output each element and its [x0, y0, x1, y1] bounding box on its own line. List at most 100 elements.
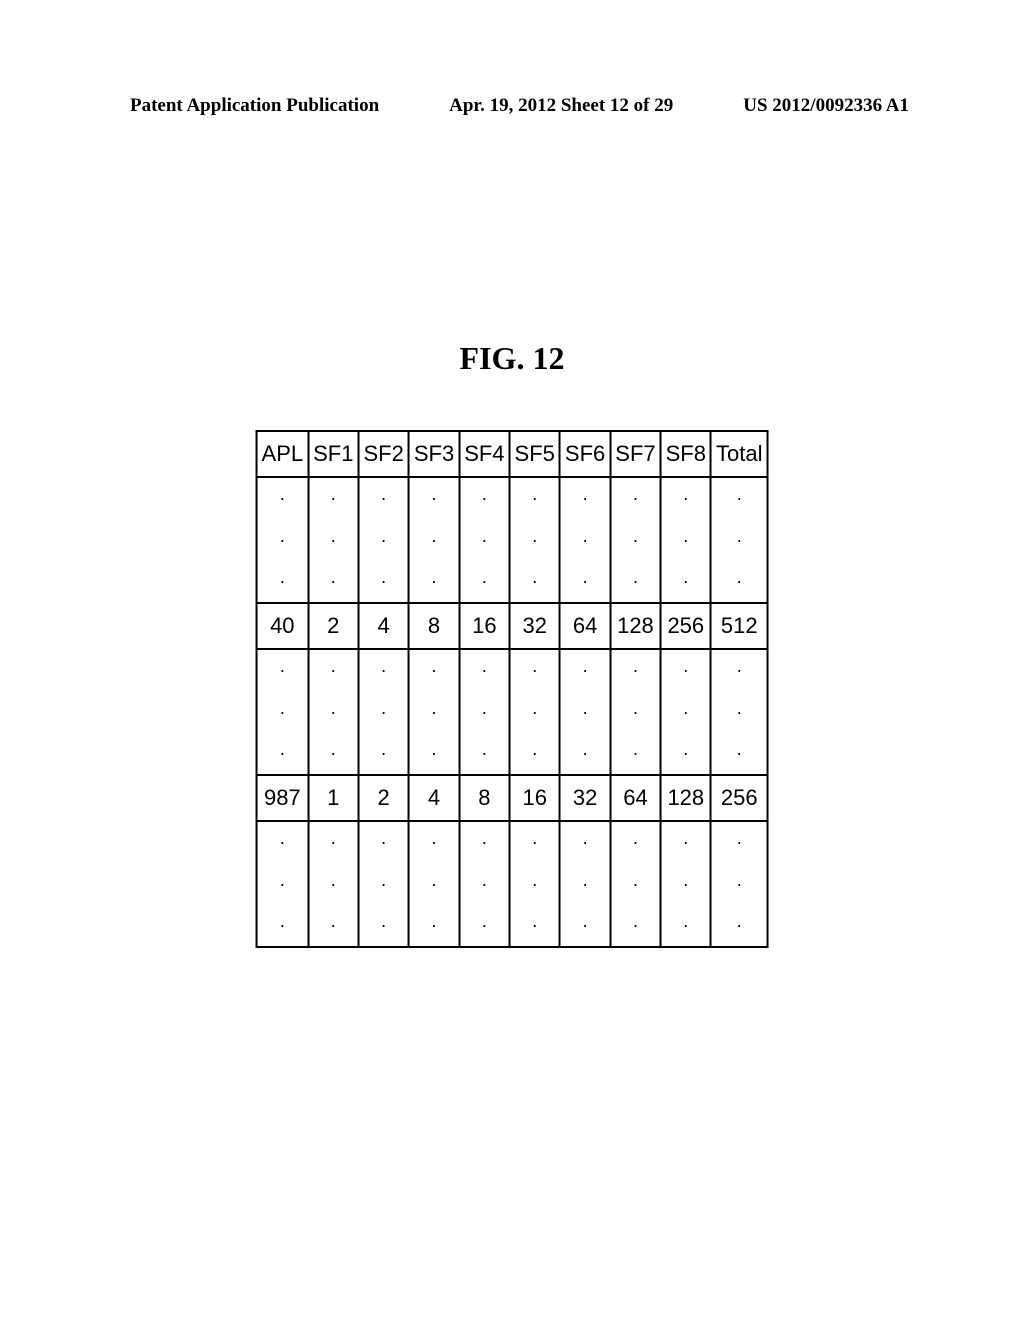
dot-cell: ·	[560, 821, 610, 863]
dot-cell: ·	[358, 691, 408, 733]
dot-cell: ·	[711, 905, 767, 947]
table-dot-row: ··········	[257, 863, 768, 905]
data-cell: 128	[610, 603, 660, 649]
table-dot-row: ··········	[257, 905, 768, 947]
data-cell: 2	[358, 775, 408, 821]
dot-cell: ·	[510, 519, 560, 561]
dot-cell: ·	[308, 519, 358, 561]
dot-cell: ·	[510, 863, 560, 905]
dot-cell: ·	[610, 561, 660, 603]
dot-cell: ·	[610, 519, 660, 561]
table-dot-row: ··········	[257, 519, 768, 561]
dot-cell: ·	[308, 649, 358, 691]
data-cell: 16	[459, 603, 509, 649]
dot-cell: ·	[510, 477, 560, 519]
dot-cell: ·	[560, 691, 610, 733]
data-cell: 4	[358, 603, 408, 649]
header-left: Patent Application Publication	[130, 95, 379, 117]
col-header-sf3: SF3	[409, 431, 459, 477]
dot-cell: ·	[459, 477, 509, 519]
dot-cell: ·	[711, 477, 767, 519]
dot-cell: ·	[409, 905, 459, 947]
dot-cell: ·	[711, 519, 767, 561]
data-cell: 16	[510, 775, 560, 821]
data-cell: 256	[711, 775, 767, 821]
dot-cell: ·	[308, 733, 358, 775]
data-cell: 987	[257, 775, 309, 821]
table-dot-row: ··········	[257, 561, 768, 603]
dot-cell: ·	[409, 519, 459, 561]
table-data-row: 9871248163264128256	[257, 775, 768, 821]
dot-cell: ·	[510, 821, 560, 863]
dot-cell: ·	[610, 691, 660, 733]
data-cell: 64	[560, 603, 610, 649]
dot-cell: ·	[257, 821, 309, 863]
data-cell: 40	[257, 603, 309, 649]
data-cell: 8	[409, 603, 459, 649]
dot-cell: ·	[409, 477, 459, 519]
dot-cell: ·	[409, 649, 459, 691]
dot-cell: ·	[257, 649, 309, 691]
table-dot-row: ··········	[257, 733, 768, 775]
dot-cell: ·	[711, 733, 767, 775]
table-header-row: APL SF1 SF2 SF3 SF4 SF5 SF6 SF7 SF8 Tota…	[257, 431, 768, 477]
dot-cell: ·	[510, 905, 560, 947]
table-dot-row: ··········	[257, 477, 768, 519]
col-header-sf5: SF5	[510, 431, 560, 477]
dot-cell: ·	[711, 561, 767, 603]
dot-cell: ·	[459, 863, 509, 905]
col-header-sf6: SF6	[560, 431, 610, 477]
dot-cell: ·	[459, 519, 509, 561]
dot-cell: ·	[610, 649, 660, 691]
dot-cell: ·	[459, 905, 509, 947]
dot-cell: ·	[257, 905, 309, 947]
dot-cell: ·	[560, 561, 610, 603]
dot-cell: ·	[308, 477, 358, 519]
data-cell: 1	[308, 775, 358, 821]
table-dot-row: ··········	[257, 821, 768, 863]
data-cell: 32	[560, 775, 610, 821]
dot-cell: ·	[409, 691, 459, 733]
dot-cell: ·	[661, 733, 711, 775]
dot-cell: ·	[308, 691, 358, 733]
data-table-container: APL SF1 SF2 SF3 SF4 SF5 SF6 SF7 SF8 Tota…	[256, 430, 769, 948]
dot-cell: ·	[257, 561, 309, 603]
dot-cell: ·	[308, 821, 358, 863]
data-cell: 4	[409, 775, 459, 821]
col-header-sf7: SF7	[610, 431, 660, 477]
dot-cell: ·	[358, 905, 408, 947]
dot-cell: ·	[459, 561, 509, 603]
dot-cell: ·	[610, 477, 660, 519]
dot-cell: ·	[257, 691, 309, 733]
dot-cell: ·	[308, 905, 358, 947]
col-header-sf1: SF1	[308, 431, 358, 477]
dot-cell: ·	[358, 733, 408, 775]
dot-cell: ·	[661, 519, 711, 561]
dot-cell: ·	[257, 477, 309, 519]
dot-cell: ·	[409, 821, 459, 863]
dot-cell: ·	[610, 863, 660, 905]
dot-cell: ·	[560, 519, 610, 561]
dot-cell: ·	[308, 863, 358, 905]
dot-cell: ·	[610, 733, 660, 775]
dot-cell: ·	[661, 863, 711, 905]
page-header: Patent Application Publication Apr. 19, …	[0, 95, 1024, 117]
col-header-sf2: SF2	[358, 431, 408, 477]
dot-cell: ·	[610, 821, 660, 863]
dot-cell: ·	[358, 519, 408, 561]
data-cell: 256	[661, 603, 711, 649]
header-right: US 2012/0092336 A1	[743, 95, 909, 117]
table-dot-row: ··········	[257, 691, 768, 733]
col-header-sf4: SF4	[459, 431, 509, 477]
dot-cell: ·	[661, 649, 711, 691]
dot-cell: ·	[257, 863, 309, 905]
dot-cell: ·	[560, 649, 610, 691]
dot-cell: ·	[661, 905, 711, 947]
header-center: Apr. 19, 2012 Sheet 12 of 29	[449, 95, 673, 117]
dot-cell: ·	[560, 905, 610, 947]
dot-cell: ·	[459, 821, 509, 863]
dot-cell: ·	[661, 477, 711, 519]
dot-cell: ·	[358, 649, 408, 691]
dot-cell: ·	[409, 561, 459, 603]
col-header-total: Total	[711, 431, 767, 477]
